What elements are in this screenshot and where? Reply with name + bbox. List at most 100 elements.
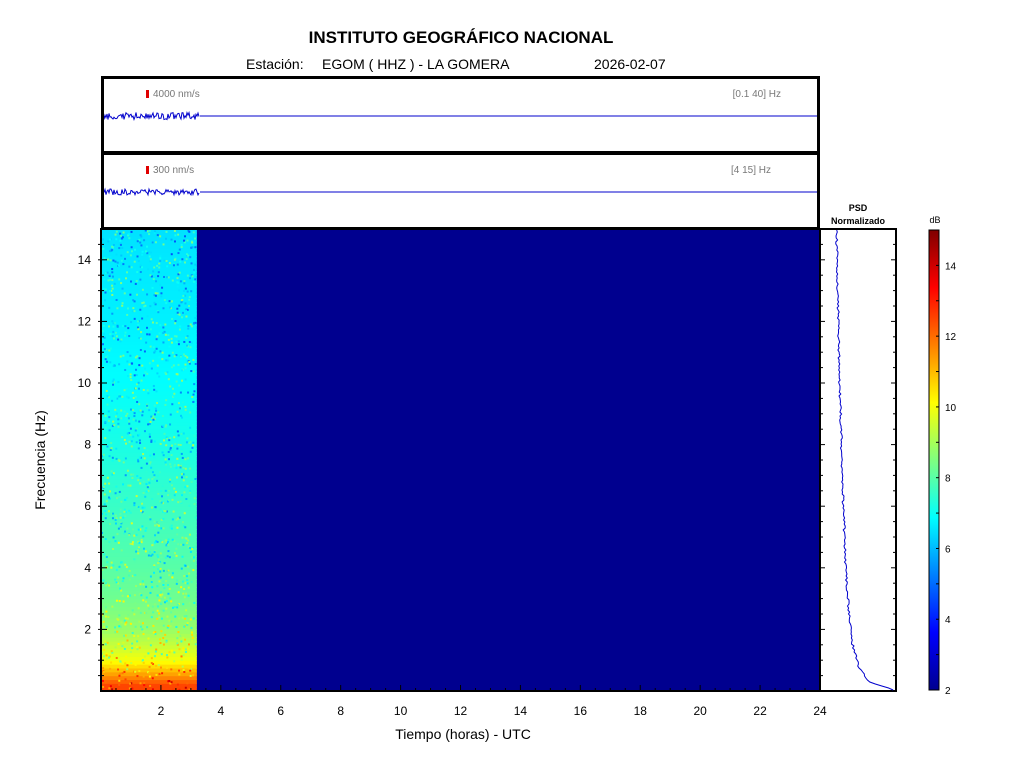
spectrogram-speckle-cell <box>112 330 115 333</box>
spectrogram-speckle-cell <box>108 250 111 253</box>
spectrogram-speckle-cell <box>183 574 186 577</box>
spectrogram-speckle-cell <box>160 630 163 633</box>
spectrogram-speckle-cell <box>166 359 169 362</box>
spectrogram-cell <box>101 294 197 299</box>
trace-scale-text: 300 nm/s <box>153 165 195 176</box>
spectrogram-speckle-cell <box>167 334 170 337</box>
spectrogram-speckle-cell <box>139 625 142 628</box>
spectrogram-speckle-cell <box>186 682 189 685</box>
spectrogram-speckle-cell <box>187 539 190 542</box>
spectrogram-speckle-cell <box>115 656 118 659</box>
spectrogram-speckle-cell <box>105 652 108 655</box>
spectrogram-speckle-cell <box>180 472 183 475</box>
spectrogram-speckle-cell <box>193 601 196 604</box>
spectrogram-speckle-cell <box>169 478 172 481</box>
spectrogram-speckle-cell <box>144 371 147 374</box>
y-tick-label: 14 <box>78 253 92 267</box>
spectrogram-speckle-cell <box>127 396 130 399</box>
spectrogram-speckle-cell <box>172 387 175 390</box>
spectrogram-speckle-cell <box>190 370 193 373</box>
spectrogram-speckle-cell <box>158 673 161 676</box>
spectrogram-speckle-cell <box>191 404 194 407</box>
spectrogram-cell <box>101 356 197 361</box>
spectrogram-speckle-cell <box>170 337 173 340</box>
spectrogram-cell <box>101 560 197 565</box>
spectrogram-speckle-cell <box>192 400 195 403</box>
spectrogram-speckle-cell <box>175 582 178 585</box>
x-axis-label: Tiempo (horas) - UTC <box>395 726 531 742</box>
spectrogram-speckle-cell <box>136 475 139 478</box>
spectrogram-speckle-cell <box>146 252 149 255</box>
spectrogram-speckle-cell <box>141 250 144 253</box>
spectrogram-cell <box>101 556 197 561</box>
spectrogram-speckle-cell <box>144 550 147 553</box>
spectrogram-speckle-cell <box>142 633 145 636</box>
spectrogram-speckle-cell <box>142 630 145 633</box>
spectrogram-cell <box>101 460 197 465</box>
spectrogram-speckle-cell <box>142 301 145 304</box>
spectrogram-speckle-cell <box>148 462 151 465</box>
spectrogram-speckle-cell <box>136 320 139 323</box>
spectrogram-speckle-cell <box>137 547 140 550</box>
spectrogram-speckle-cell <box>157 275 160 278</box>
spectrogram-speckle-cell <box>106 395 109 398</box>
spectrogram-speckle-cell <box>194 516 197 519</box>
spectrogram-speckle-cell <box>187 545 190 548</box>
spectrogram-speckle-cell <box>124 634 127 637</box>
spectrogram-speckle-cell <box>105 389 108 392</box>
spectrogram-speckle-cell <box>169 385 172 388</box>
spectrogram-speckle-cell <box>143 447 146 450</box>
spectrogram-speckle-cell <box>137 635 140 638</box>
spectrogram-speckle-cell <box>149 274 152 277</box>
spectrogram-speckle-cell <box>129 373 132 376</box>
spectrogram-speckle-cell <box>176 533 179 536</box>
spectrogram-speckle-cell <box>117 527 120 530</box>
spectrogram-speckle-cell <box>122 457 125 460</box>
spectrogram-speckle-cell <box>143 655 146 658</box>
spectrogram-speckle-cell <box>111 380 114 383</box>
spectrogram-speckle-cell <box>171 351 174 354</box>
spectrogram-speckle-cell <box>133 415 136 418</box>
spectrogram-speckle-cell <box>106 476 109 479</box>
spectrogram-speckle-cell <box>112 325 115 328</box>
spectrogram-speckle-cell <box>173 258 176 261</box>
spectrogram-speckle-cell <box>170 484 173 487</box>
spectrogram-speckle-cell <box>124 530 127 533</box>
spectrogram-speckle-cell <box>134 429 137 432</box>
spectrogram-speckle-cell <box>160 602 163 605</box>
spectrogram-speckle-cell <box>180 414 183 417</box>
spectrogram-speckle-cell <box>146 486 149 489</box>
spectrogram-cell <box>101 406 197 411</box>
spectrogram-speckle-cell <box>147 490 150 493</box>
spectrogram-speckle-cell <box>188 340 191 343</box>
spectrogram-speckle-cell <box>118 614 121 617</box>
spectrogram-speckle-cell <box>165 372 168 375</box>
spectrogram-speckle-cell <box>112 382 115 385</box>
spectrogram-cell <box>101 529 197 534</box>
spectrogram-speckle-cell <box>129 376 132 379</box>
spectrogram-speckle-cell <box>131 391 134 394</box>
spectrogram-speckle-cell <box>150 415 153 418</box>
spectrogram-speckle-cell <box>190 341 193 344</box>
spectrogram-speckle-cell <box>119 355 122 358</box>
spectrogram-speckle-cell <box>126 639 129 642</box>
spectrogram-speckle-cell <box>162 307 165 310</box>
x-tick-label: 16 <box>574 704 588 718</box>
spectrogram-speckle-cell <box>141 659 144 662</box>
spectrogram-cell <box>101 436 197 442</box>
spectrogram-speckle-cell <box>120 564 123 567</box>
colorbar-tick-label: 6 <box>945 544 951 555</box>
spectrogram-speckle-cell <box>188 304 191 307</box>
spectrogram-speckle-cell <box>175 547 178 550</box>
spectrogram-speckle-cell <box>150 581 153 584</box>
spectrogram-speckle-cell <box>161 415 164 418</box>
spectrogram-speckle-cell <box>140 379 143 382</box>
spectrogram-speckle-cell <box>153 404 156 407</box>
spectrogram-cell <box>101 336 197 342</box>
spectrogram-speckle-cell <box>102 671 105 674</box>
spectrogram-speckle-cell <box>126 469 129 472</box>
psd-line <box>835 229 894 691</box>
y-tick-label: 6 <box>84 499 91 513</box>
spectrogram-speckle-cell <box>177 543 180 546</box>
spectrogram-speckle-cell <box>112 243 115 246</box>
